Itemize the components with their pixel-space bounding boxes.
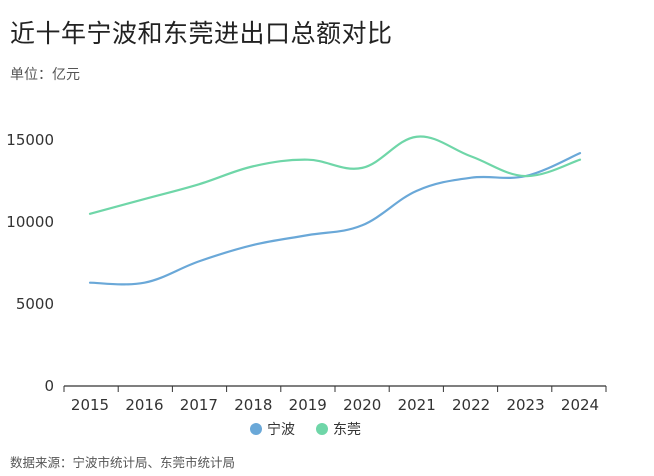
y-tick-label: 0 xyxy=(44,377,54,395)
x-tick-label: 2024 xyxy=(561,396,599,414)
unit-label: 单位：亿元 xyxy=(10,67,80,83)
x-tick-label: 2015 xyxy=(71,396,109,414)
legend-label: 宁波 xyxy=(267,421,295,438)
y-tick-label: 5000 xyxy=(16,295,54,313)
series-line-1 xyxy=(88,152,582,286)
x-tick-label: 2023 xyxy=(506,396,544,414)
legend-marker xyxy=(250,423,262,435)
x-tick-label: 2022 xyxy=(452,396,490,414)
x-tick-label: 2017 xyxy=(180,396,218,414)
x-tick-label: 2019 xyxy=(289,396,327,414)
chart-title: 近十年宁波和东莞进出口总额对比 xyxy=(10,19,393,48)
legend-label: 东莞 xyxy=(333,422,361,438)
x-tick-label: 2020 xyxy=(343,396,381,414)
x-tick-label: 2018 xyxy=(234,396,272,414)
legend-marker xyxy=(316,423,328,435)
x-tick-label: 2021 xyxy=(398,396,436,414)
y-tick-label: 10000 xyxy=(6,213,54,231)
data-source: 数据来源：宁波市统计局、东莞市统计局 xyxy=(10,455,236,470)
x-tick-label: 2016 xyxy=(125,396,163,414)
series-line-2 xyxy=(88,135,582,215)
y-tick-label: 15000 xyxy=(6,131,54,149)
